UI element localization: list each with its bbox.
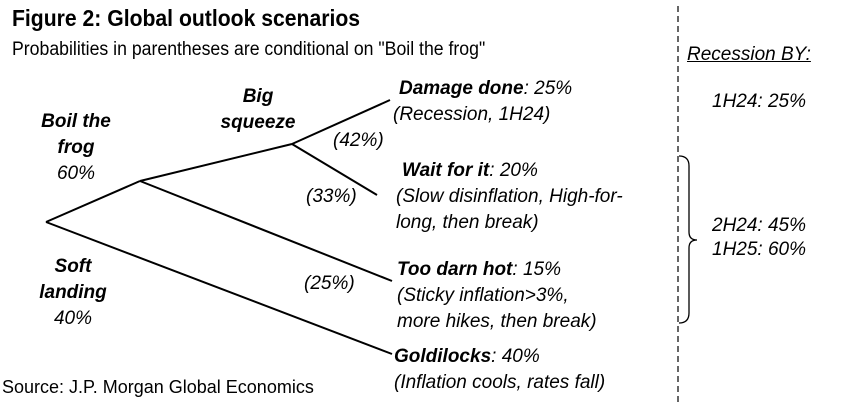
outcome-damage-desc: (Recession, 1H24) (393, 104, 551, 125)
recession-2h24: 2H24: 45% (712, 215, 807, 236)
outcome-wait-prob: : 20% (489, 160, 538, 181)
outcome-gold-prob: : 40% (491, 346, 540, 367)
branch-wait-for-it (291, 143, 378, 196)
node-big-squeeze: Big squeeze (208, 84, 308, 136)
outcome-hot-desc2: more hikes, then break) (397, 311, 597, 332)
recession-1h25: 1H25: 60% (712, 239, 807, 260)
outcome-damage-done: Damage done: 25% (Recession, 1H24) (393, 76, 573, 128)
branch-too-darn-hot (139, 180, 393, 282)
outcome-damage-prob: : 25% (523, 78, 573, 99)
branch-boil-the-frog (45, 180, 141, 223)
node-boil-the-frog: Boil the frog 60% (28, 109, 124, 187)
node-boil-line1: Boil the (41, 111, 111, 132)
outcome-gold-name: Goldilocks (394, 346, 492, 367)
prob-big-squeeze: (42%) (333, 130, 384, 151)
outcome-wait-desc2: long, then break) (396, 212, 539, 233)
outcome-gold-desc: (Inflation cools, rates fall) (394, 372, 606, 393)
node-soft-prob: 40% (53, 308, 93, 329)
recession-header: Recession BY: (687, 44, 811, 65)
outcome-goldilocks: Goldilocks: 40% (Inflation cools, rates … (394, 344, 605, 396)
figure-title: Figure 2: Global outlook scenarios (12, 5, 361, 31)
prob-wait: (33%) (306, 186, 357, 207)
recession-1h24: 1H24: 25% (712, 91, 807, 112)
outcome-too-darn-hot: Too darn hot: 15% (Sticky inflation>3%, … (397, 257, 597, 335)
outcome-damage-name: Damage done (399, 78, 524, 99)
node-boil-prob: 60% (56, 163, 96, 184)
node-big-line1: Big (242, 86, 274, 107)
recession-bracket (678, 155, 698, 324)
node-soft-landing: Soft landing 40% (28, 254, 118, 332)
outcome-wait-desc1: (Slow disinflation, High-for- (396, 186, 623, 207)
node-soft-line1: Soft (54, 256, 92, 277)
prob-hot: (25%) (304, 273, 355, 294)
branch-damage-done (291, 99, 391, 145)
outcome-hot-desc1: (Sticky inflation>3%, (397, 285, 569, 306)
figure-subtitle: Probabilities in parentheses are conditi… (12, 39, 486, 60)
node-big-line2: squeeze (220, 112, 296, 133)
branch-big-squeeze (139, 143, 293, 182)
outcome-wait-name: Wait for it (402, 160, 490, 181)
node-boil-line2: frog (57, 137, 95, 158)
outcome-wait-for-it: Wait for it: 20% (Slow disinflation, Hig… (396, 158, 623, 236)
branch-soft-landing (45, 221, 393, 355)
outcome-hot-name: Too darn hot (397, 259, 513, 280)
source-note: Source: J.P. Morgan Global Economics (2, 377, 314, 397)
node-soft-line2: landing (39, 282, 107, 303)
outcome-hot-prob: : 15% (512, 259, 561, 280)
